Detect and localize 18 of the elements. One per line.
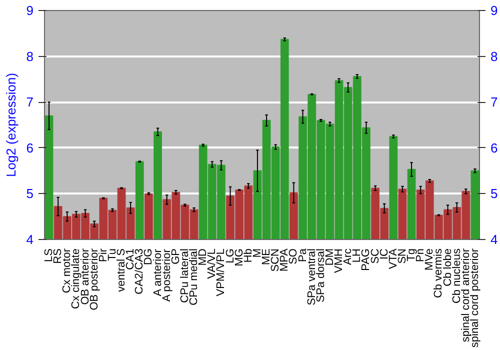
x-tick-label: RS — [52, 248, 64, 264]
y-tick-label: 4 — [26, 232, 34, 247]
y2-tick-label: 4 — [490, 232, 498, 247]
y2-tick-label: 8 — [490, 48, 498, 64]
x-tick-label: Tg — [406, 248, 418, 262]
y-axis-title: Log2 (expression) — [3, 72, 18, 178]
y-tick-label: 5 — [26, 186, 34, 202]
y-tick-label: 8 — [26, 48, 34, 64]
y2-tick-label: 6 — [490, 140, 498, 156]
y-tick-label: 6 — [26, 140, 34, 156]
y-tick-label: 7 — [26, 94, 34, 110]
x-tick-label: IC — [378, 248, 390, 260]
x-tick-label: DG — [142, 248, 155, 265]
y2-tick-label: 7 — [490, 94, 498, 110]
y2-tick-label: 9 — [490, 3, 498, 18]
y2-tick-label: 5 — [490, 186, 498, 202]
y-tick-label: 9 — [26, 3, 34, 18]
x-tick-label: SN — [396, 248, 408, 264]
